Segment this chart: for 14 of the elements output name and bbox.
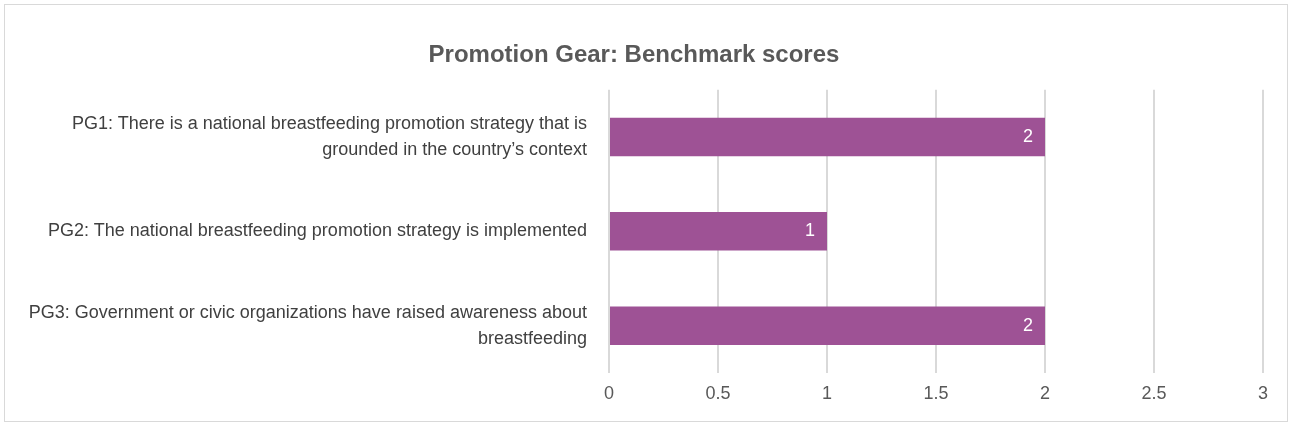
data-label: 1: [804, 220, 815, 241]
x-tick-label: 2: [1039, 382, 1051, 403]
y-tick-label: PG1: There is a national breastfeeding promotion strategy that is grounded in the country’s context: [72, 112, 587, 159]
chart-title: Promotion Gear: Benchmark scores: [428, 40, 840, 68]
data-label: 2: [1022, 314, 1033, 335]
x-tick-label: 1.5: [923, 382, 949, 403]
x-tick-label: 3: [1257, 382, 1269, 403]
y-tick-label: PG2: The national breastfeeding promotion strategy is implemented: [48, 220, 587, 241]
x-tick-label: 1: [821, 382, 833, 403]
x-tick-label: 0: [603, 382, 615, 403]
x-tick-label: 0.5: [705, 382, 731, 403]
x-tick-label: 2.5: [1141, 382, 1167, 403]
data-label: 2: [1022, 125, 1033, 146]
y-tick-label: PG3: Government or civic organizations have raised awareness about breastfeeding: [28, 301, 587, 348]
